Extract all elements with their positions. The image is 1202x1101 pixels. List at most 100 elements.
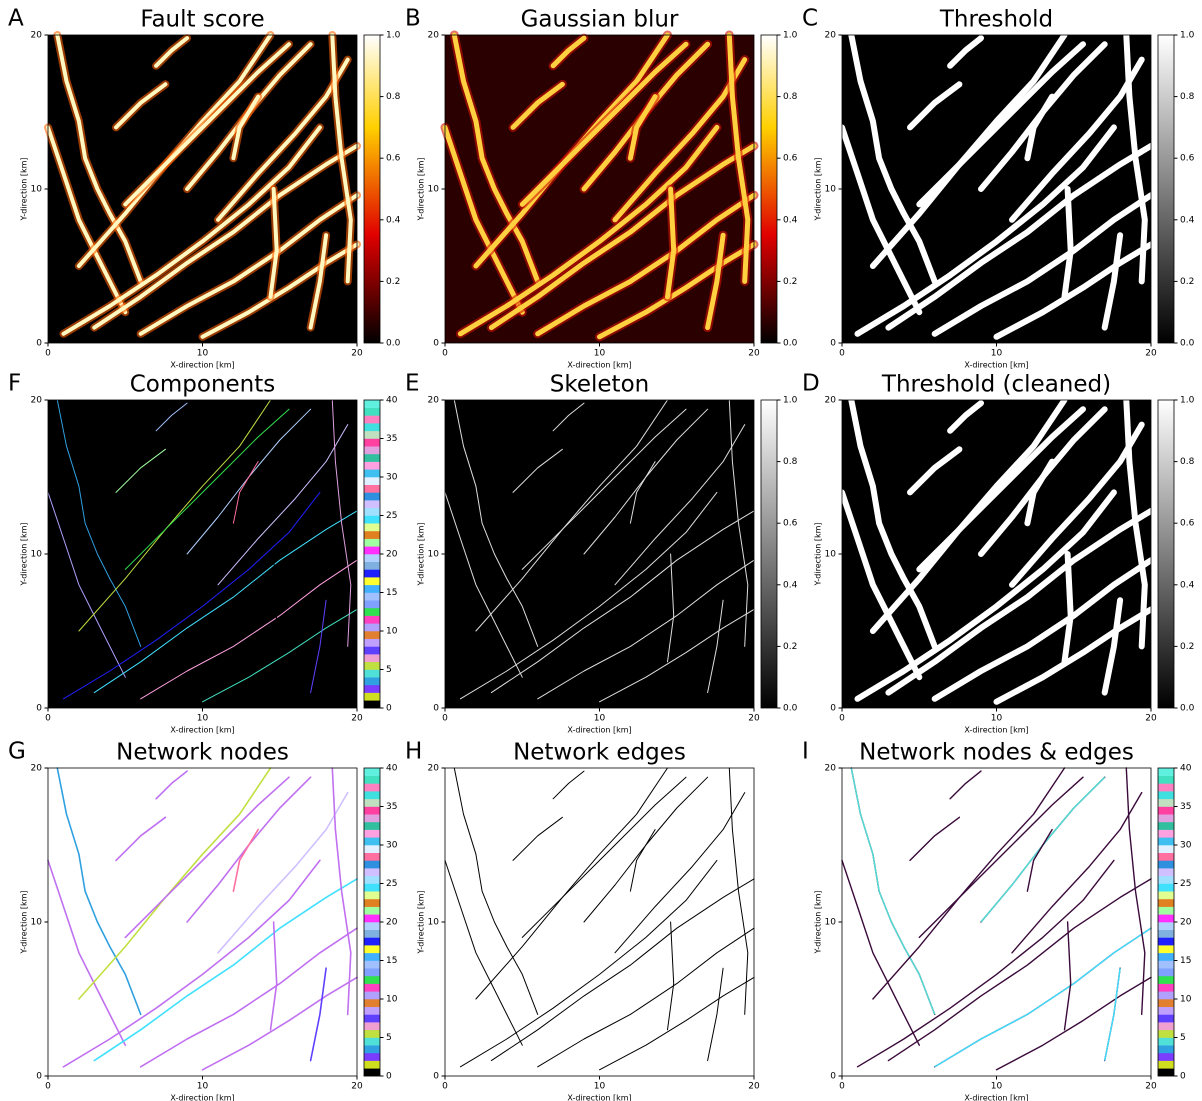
panel-title: Network edges: [513, 740, 686, 766]
fault-trace: [63, 491, 321, 700]
colorbar-tick-label: 10: [386, 627, 398, 637]
fault-trace: [155, 402, 188, 432]
fault-trace: [138, 193, 359, 336]
x-tick-label: 10: [991, 714, 1003, 724]
fault-trace: [537, 927, 755, 1068]
fault-trace: [931, 192, 1154, 337]
y-tick-label: 20: [428, 396, 440, 406]
colorbar-segment: [1158, 960, 1174, 969]
fault-trace: [993, 241, 1154, 340]
colorbar-segment: [364, 515, 380, 524]
colorbar-segment: [364, 991, 380, 1000]
fault-trace: [310, 599, 327, 694]
colorbar-tick-label: 0.6: [1180, 154, 1195, 164]
panel-title: Components: [130, 372, 276, 398]
colorbar-segment: [364, 415, 380, 424]
colorbar-tick-label: 40: [386, 396, 398, 406]
colorbar-segment: [364, 492, 380, 501]
fault-trace: [550, 35, 587, 69]
colorbar-tick-label: 1.0: [783, 31, 798, 41]
colorbar-segment: [364, 1037, 380, 1046]
colorbar-tick-label: 1.0: [1180, 31, 1195, 41]
x-axis-label: X-direction [km]: [964, 1094, 1028, 1101]
colorbar-segment: [1158, 791, 1174, 800]
fault-trace: [907, 81, 963, 131]
fault-trace: [115, 816, 167, 862]
fault-trace: [490, 510, 755, 694]
colorbar-tick-label: 35: [386, 802, 397, 812]
fault-trace: [993, 606, 1154, 705]
colorbar-segment: [364, 407, 380, 416]
colorbar-tick-label: 0.4: [1180, 215, 1195, 225]
image-content: [440, 30, 759, 342]
colorbar-segment: [1158, 829, 1174, 838]
colorbar-tick-label: 0.6: [783, 519, 798, 529]
fault-trace: [521, 408, 687, 570]
colorbar-tick-label: 15: [386, 956, 397, 966]
x-axis-label: X-direction [km]: [964, 726, 1028, 735]
fault-trace: [510, 81, 565, 130]
colorbar-tick-label: 0.4: [386, 215, 401, 225]
fault-trace: [270, 553, 278, 663]
colorbar-segment: [364, 469, 380, 478]
fault-trace: [78, 767, 272, 1000]
fault-trace: [459, 491, 718, 700]
panel-letter: I: [802, 739, 809, 765]
panel-title: Threshold: [939, 7, 1053, 33]
fault-trace: [629, 829, 656, 892]
colorbar-segment: [1158, 1014, 1174, 1023]
colorbar-segment: [1158, 821, 1174, 830]
colorbar-tick-label: 10: [1180, 995, 1192, 1005]
colorbar-tick-label: 0.8: [783, 457, 798, 467]
colorbar-segment: [1158, 922, 1174, 930]
colorbar-segment: [364, 446, 380, 455]
fault-trace: [667, 921, 675, 1031]
x-tick-label: 0: [45, 714, 51, 724]
fault-trace: [707, 967, 724, 1062]
colorbar-segment: [1158, 983, 1174, 992]
y-tick-label: 20: [825, 396, 837, 406]
colorbar-segment: [364, 929, 380, 938]
colorbar-segment: [1158, 929, 1174, 938]
image-content: [444, 767, 755, 1071]
colorbar-tick-label: 0.4: [783, 215, 798, 225]
colorbar-segment: [364, 1022, 380, 1031]
x-axis-label: X-direction [km]: [170, 726, 234, 735]
panel-letter: F: [8, 371, 21, 397]
colorbar-segment: [364, 638, 380, 647]
fault-trace: [93, 510, 358, 694]
y-tick-label: 20: [428, 764, 440, 774]
fault-trace: [202, 608, 358, 703]
image-background: [48, 400, 357, 708]
colorbar-segment: [364, 700, 380, 709]
colorbar-segment: [1158, 1052, 1174, 1061]
fault-trace: [1101, 232, 1124, 331]
y-tick-label: 20: [31, 396, 43, 406]
fault-trace: [56, 399, 142, 647]
colorbar-segment: [1158, 891, 1174, 900]
colorbar-segment: [1158, 968, 1174, 977]
fault-trace: [475, 767, 668, 1000]
x-tick-label: 0: [442, 714, 448, 724]
colorbar-segment: [1158, 768, 1174, 776]
fault-trace: [512, 816, 563, 861]
x-tick-label: 20: [1145, 1082, 1157, 1092]
colorbar-segment: [364, 868, 380, 877]
fault-trace: [887, 878, 1152, 1062]
colorbar-tick-label: 0.0: [386, 339, 401, 349]
colorbar-segment: [364, 561, 380, 570]
panel-letter: E: [405, 371, 420, 397]
panel-letter: D: [802, 371, 820, 397]
colorbar-segment: [364, 875, 380, 884]
fault-trace: [139, 927, 358, 1068]
fault-trace: [599, 608, 755, 703]
colorbar-segment: [364, 906, 380, 915]
colorbar-segment: [364, 1029, 380, 1038]
colorbar-tick-label: 0.0: [1180, 339, 1195, 349]
colorbar-tick-label: 0.6: [783, 154, 798, 164]
fault-trace: [909, 816, 961, 862]
colorbar-tick-label: 40: [1180, 764, 1192, 774]
colorbar-segment: [364, 500, 380, 509]
colorbar-segment: [364, 1068, 380, 1077]
y-axis-label: Y-direction [km]: [417, 157, 426, 221]
